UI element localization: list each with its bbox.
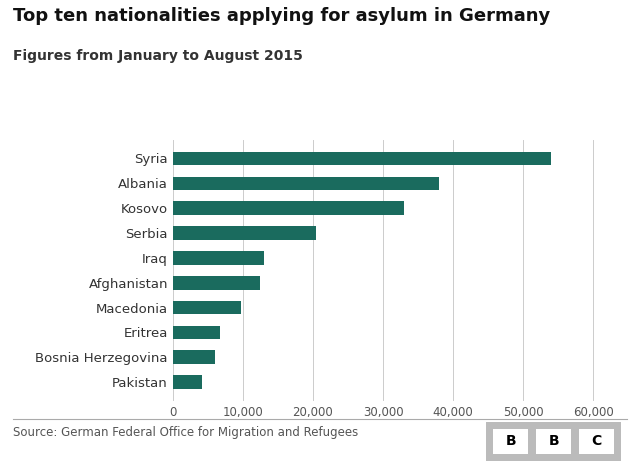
Text: B: B: [548, 434, 559, 448]
Bar: [173, 301, 241, 315]
Bar: [173, 375, 202, 389]
FancyBboxPatch shape: [579, 429, 614, 454]
Text: Top ten nationalities applying for asylum in Germany: Top ten nationalities applying for asylu…: [13, 7, 550, 25]
Text: Figures from January to August 2015: Figures from January to August 2015: [13, 49, 303, 63]
Text: Source: German Federal Office for Migration and Refugees: Source: German Federal Office for Migrat…: [13, 426, 358, 439]
Bar: [173, 151, 551, 165]
Bar: [173, 350, 215, 364]
Bar: [173, 326, 220, 339]
Bar: [173, 201, 404, 215]
Bar: [173, 251, 264, 265]
Text: C: C: [591, 434, 602, 448]
Bar: [173, 276, 260, 289]
Text: B: B: [505, 434, 516, 448]
FancyBboxPatch shape: [493, 429, 528, 454]
Bar: [173, 226, 317, 240]
FancyBboxPatch shape: [536, 429, 571, 454]
Bar: [173, 177, 439, 190]
